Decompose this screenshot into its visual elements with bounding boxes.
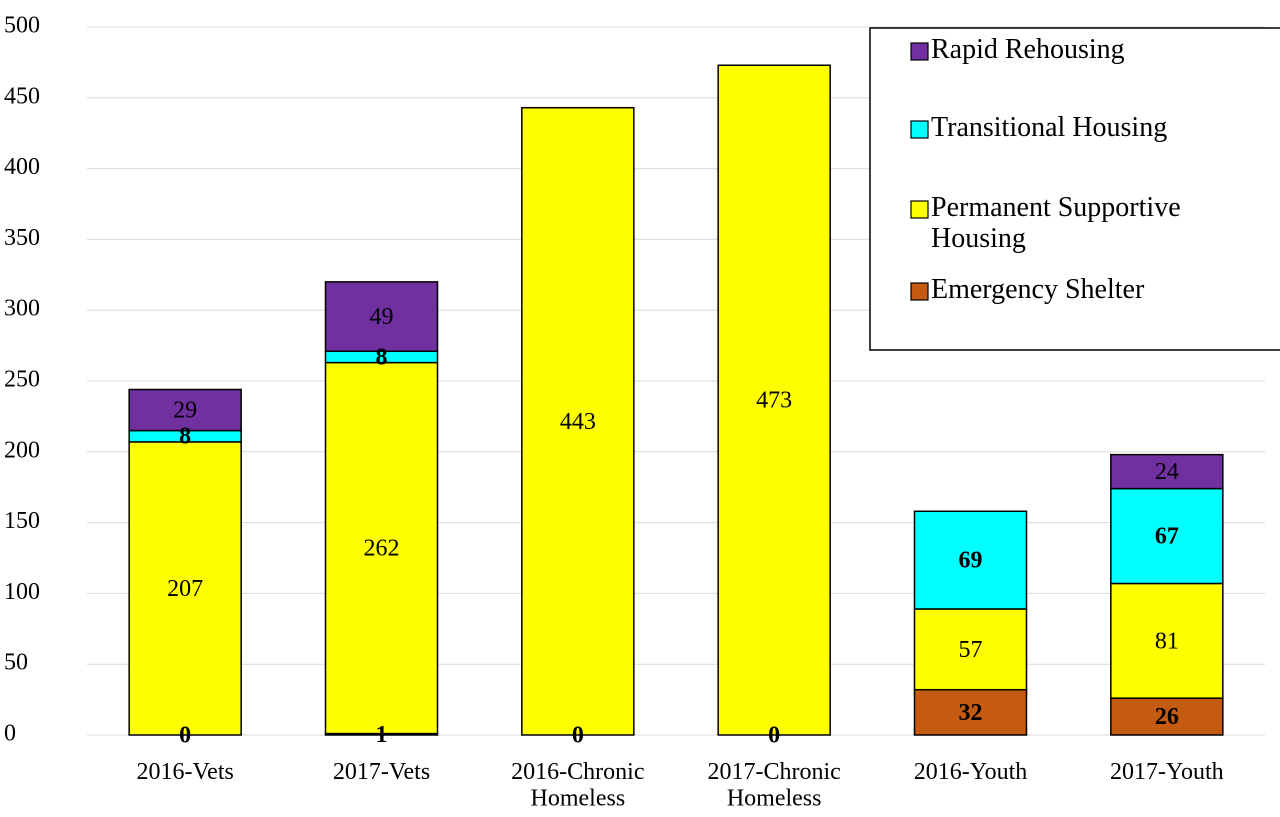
legend-label: Transitional Housing xyxy=(931,112,1167,143)
bar-segment xyxy=(913,608,1028,691)
data-label: 29 xyxy=(173,398,197,424)
data-label: 24 xyxy=(1155,459,1179,485)
bar-segment xyxy=(1110,453,1224,490)
legend-swatch xyxy=(910,42,929,61)
data-label: 69 xyxy=(959,548,983,574)
legend-swatch xyxy=(910,282,929,301)
data-label: 8 xyxy=(179,424,191,450)
bar-segment xyxy=(1110,582,1224,699)
y-tick-label: 300 xyxy=(4,296,40,322)
y-tick-label: 50 xyxy=(4,650,28,676)
data-label: 473 xyxy=(756,388,792,414)
legend-box xyxy=(869,27,1280,351)
x-tick-label: 2017-Vets xyxy=(333,759,430,785)
data-label: 443 xyxy=(560,409,596,435)
y-tick-label: 350 xyxy=(4,225,40,251)
data-label: 1 xyxy=(376,722,388,748)
data-label: 0 xyxy=(179,723,191,749)
y-tick-label: 150 xyxy=(4,508,40,534)
bar-segment xyxy=(128,441,242,736)
bar-segment xyxy=(324,361,439,735)
bar-segment xyxy=(324,281,439,353)
x-tick-label: 2016-Chronic Homeless xyxy=(511,759,644,811)
bar-segment xyxy=(717,64,831,736)
data-label: 81 xyxy=(1155,628,1179,654)
legend-label: Rapid Rehousing xyxy=(931,34,1125,65)
bar-segment xyxy=(521,106,635,736)
y-tick-label: 100 xyxy=(4,579,40,605)
y-tick-label: 500 xyxy=(4,13,40,39)
data-label: 0 xyxy=(768,723,780,749)
data-label: 0 xyxy=(572,723,584,749)
data-label: 26 xyxy=(1155,704,1179,730)
data-label: 49 xyxy=(370,304,394,330)
y-tick-label: 250 xyxy=(4,367,40,393)
data-label: 57 xyxy=(959,637,983,663)
data-label: 207 xyxy=(167,576,203,602)
data-label: 8 xyxy=(376,344,388,370)
x-tick-label: 2017-Youth xyxy=(1110,759,1224,785)
legend-label: Emergency Shelter xyxy=(931,274,1145,305)
x-tick-label: 2016-Vets xyxy=(137,759,234,785)
data-label: 262 xyxy=(364,536,400,562)
bar-segment xyxy=(128,388,242,432)
bar-segment xyxy=(913,510,1028,610)
data-label: 67 xyxy=(1155,524,1179,550)
legend-swatch xyxy=(910,120,929,139)
data-label: 32 xyxy=(959,700,983,726)
bar-segment xyxy=(1110,487,1224,585)
legend-label: Permanent Supportive Housing xyxy=(931,192,1181,254)
y-tick-label: 400 xyxy=(4,154,40,180)
y-tick-label: 200 xyxy=(4,437,40,463)
x-tick-label: 2017-Chronic Homeless xyxy=(708,759,841,811)
legend-swatch xyxy=(910,200,929,219)
y-tick-label: 0 xyxy=(4,721,16,747)
x-tick-label: 2016-Youth xyxy=(914,759,1028,785)
y-tick-label: 450 xyxy=(4,83,40,109)
bar-segment xyxy=(1110,697,1224,736)
